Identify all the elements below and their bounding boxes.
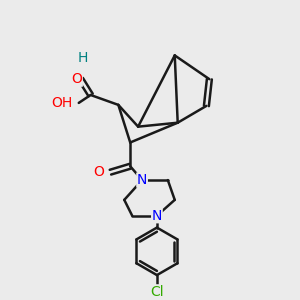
Text: H: H: [77, 51, 88, 65]
Text: O: O: [94, 165, 104, 179]
Text: Cl: Cl: [150, 285, 164, 299]
Text: O: O: [71, 72, 82, 86]
Text: N: N: [137, 173, 147, 187]
Text: OH: OH: [52, 96, 73, 110]
Text: N: N: [152, 209, 162, 223]
